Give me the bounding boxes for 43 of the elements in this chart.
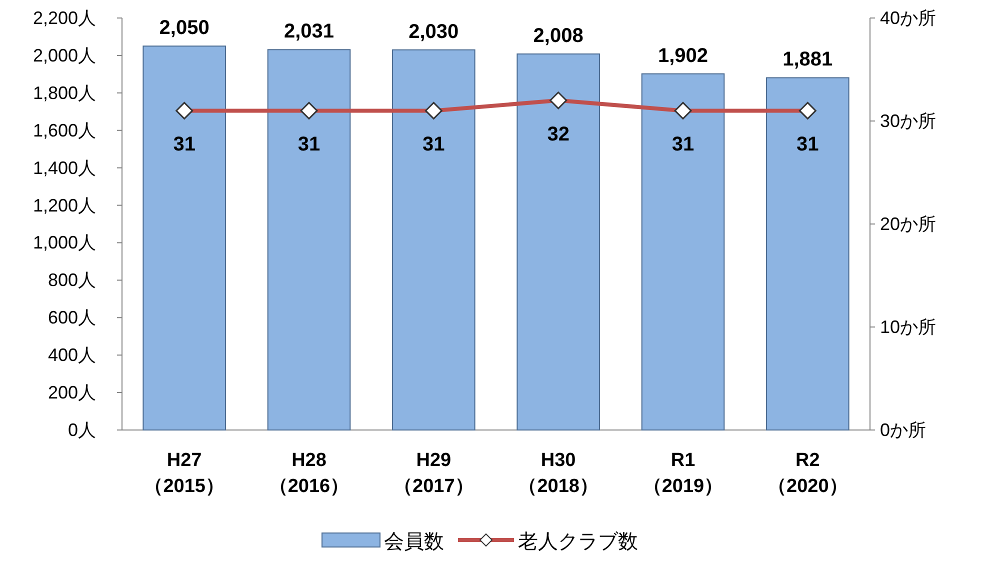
y-tick-label: 600人: [48, 308, 96, 328]
y-tick-label: 1,200人: [32, 195, 96, 216]
y-tick-label: 0人: [68, 420, 96, 440]
y-tick-label: 200人: [48, 382, 96, 403]
bar: [392, 49, 476, 430]
y-tick-label: 2,000人: [32, 45, 96, 66]
data-label: 31: [422, 134, 445, 156]
data-label: 31: [672, 134, 694, 156]
bar: [516, 53, 600, 430]
y2-tick-label: 30か所: [880, 111, 936, 131]
data-label: 2,050: [159, 17, 210, 40]
y-tick-label: 1,600人: [32, 120, 96, 140]
x-tick-label: H29 （2017）: [394, 450, 474, 497]
data-label: 2,031: [284, 20, 334, 43]
data-label: 31: [173, 134, 196, 156]
y2-tick-label: 20か所: [880, 214, 936, 234]
y2-tick-label: 0か所: [880, 420, 926, 440]
data-label: 2,008: [533, 24, 584, 47]
x-tick-label: H28 （2016）: [268, 450, 350, 497]
data-label: 1,902: [658, 44, 708, 67]
y-tick-label: 2,200人: [32, 8, 96, 28]
y-tick-label: 800人: [48, 270, 96, 290]
data-label: 31: [796, 134, 819, 156]
bar: [641, 73, 725, 430]
x-tick-label: H27 （2015）: [144, 450, 224, 497]
x-tick-label: H30 （2018）: [518, 450, 598, 497]
bar: [766, 77, 850, 430]
bar: [267, 49, 351, 430]
y-tick-label: 1,400人: [32, 158, 96, 178]
bar: [142, 46, 226, 430]
data-label: 32: [547, 123, 570, 146]
x-tick-label: R1 （2019）: [642, 450, 724, 497]
y2-tick-label: 10か所: [880, 317, 936, 337]
y-tick-label: 1,000人: [32, 232, 96, 253]
x-tick-label: R2 （2020）: [768, 450, 848, 497]
y-tick-label: 400人: [48, 345, 96, 366]
data-label: 1,881: [782, 48, 833, 71]
data-label: 2,030: [408, 20, 459, 43]
legend-label: 会員数: [384, 531, 444, 553]
legend-label: 老人クラブ数: [518, 531, 638, 553]
data-label: 31: [298, 134, 320, 156]
y2-tick-label: 40か所: [880, 8, 936, 28]
y-tick-label: 1,800人: [32, 82, 96, 103]
